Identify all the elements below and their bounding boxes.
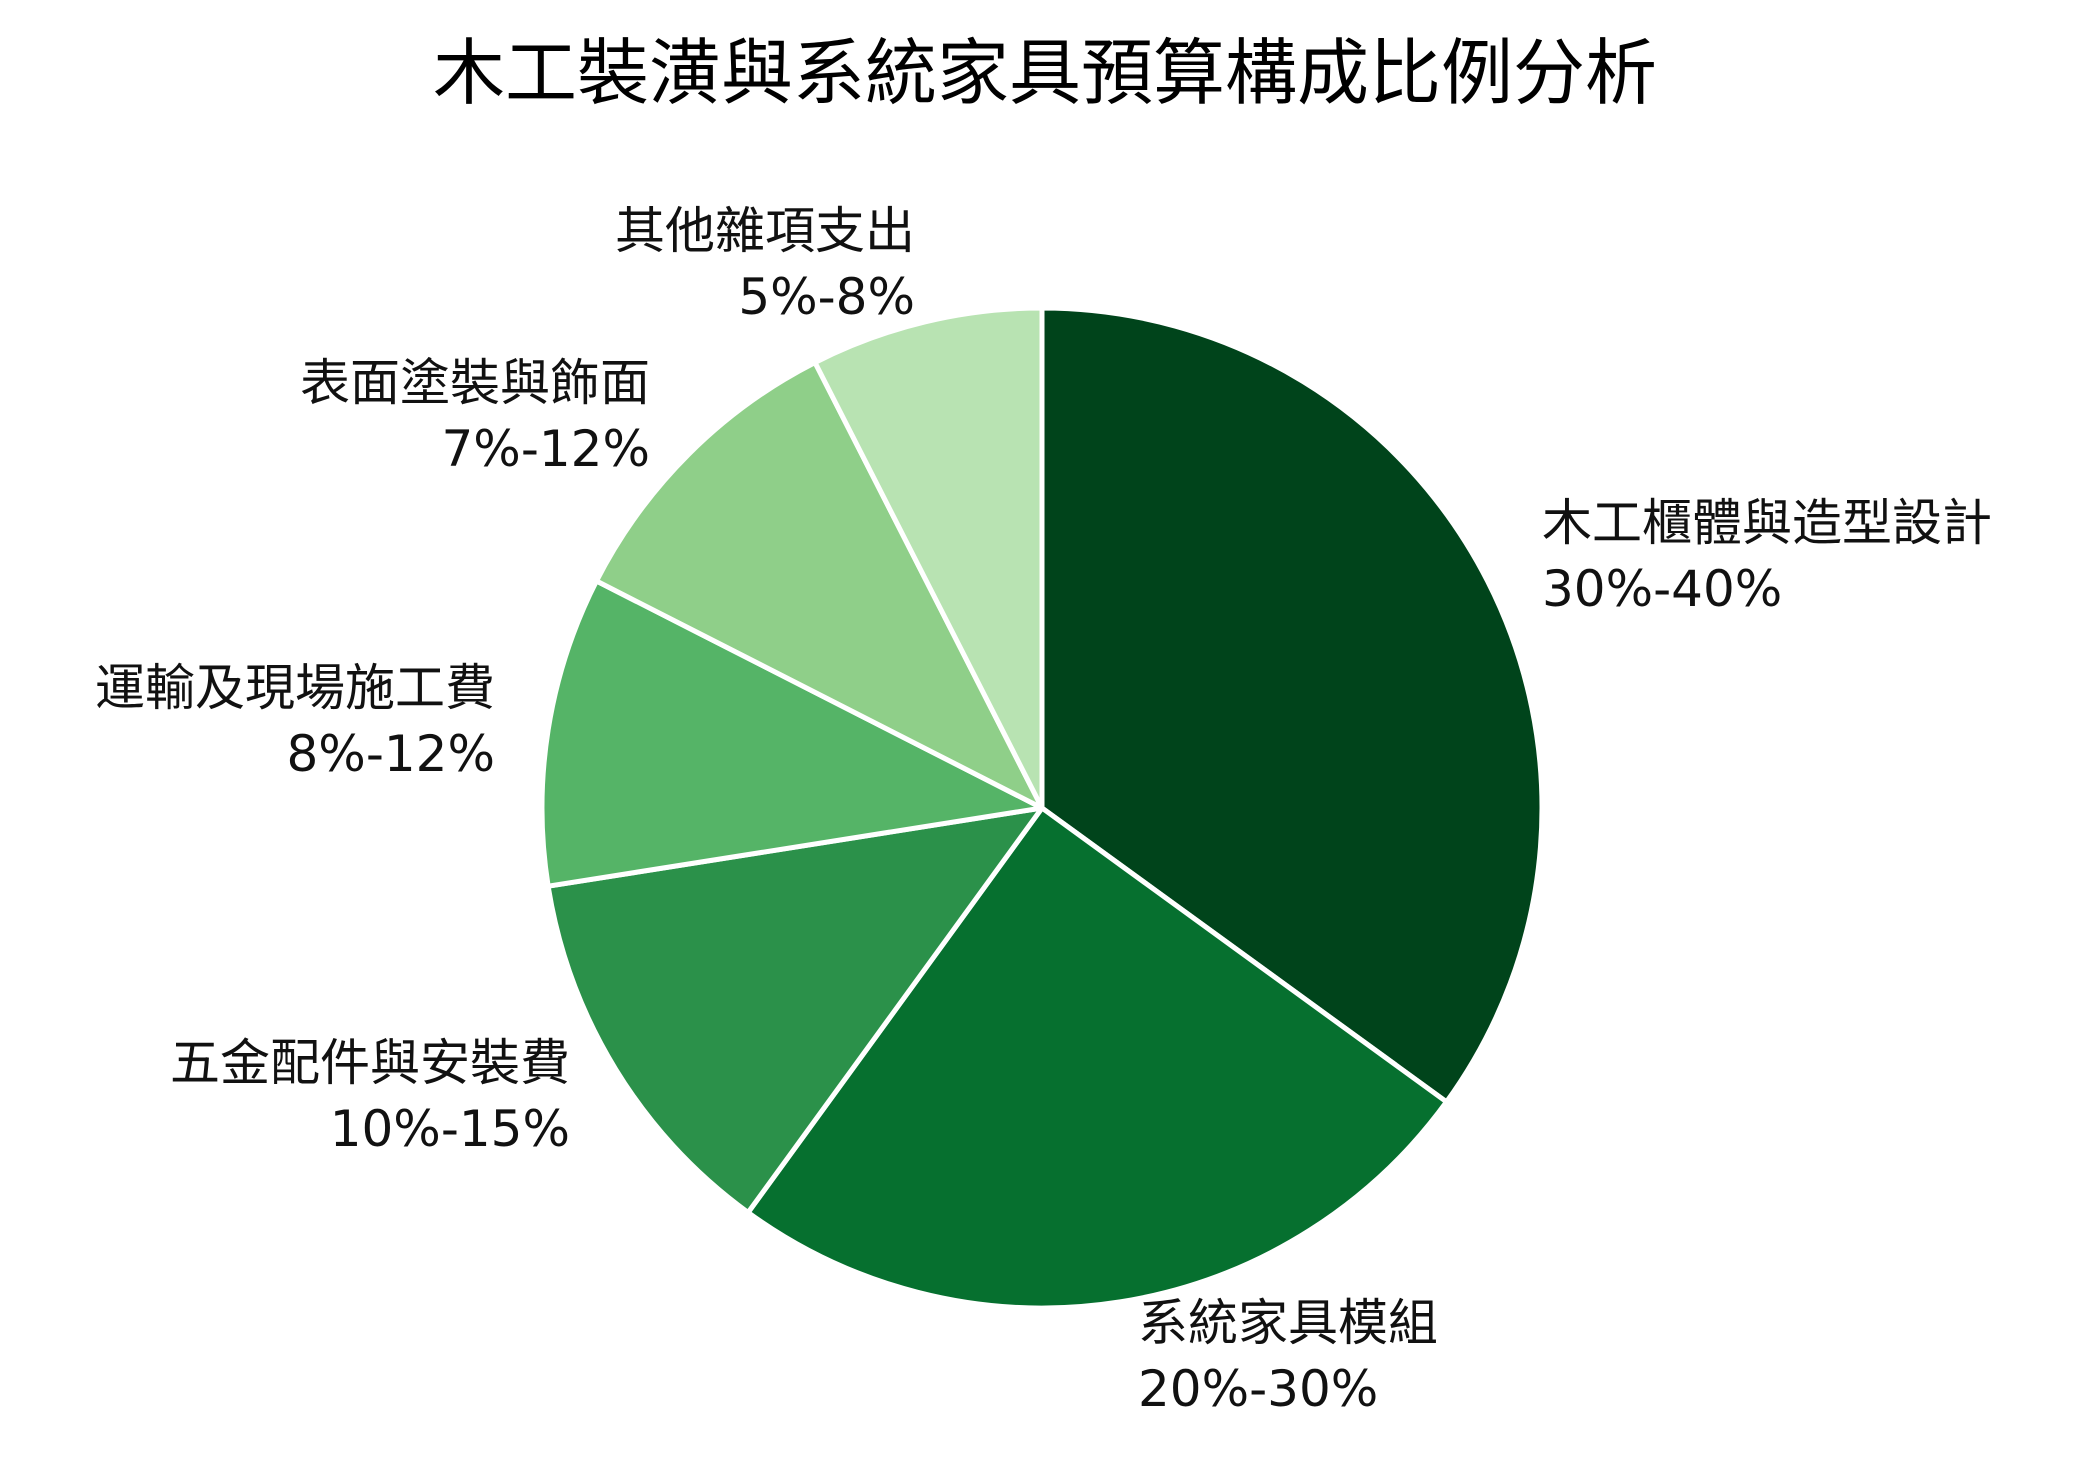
slice-label: 其他雜項支出	[615, 202, 915, 260]
pie-slice	[593, 359, 1045, 811]
slice-label: 木工櫃體與造型設計	[1542, 494, 1992, 552]
slice-range-label: 20%-30%	[1138, 1360, 1378, 1418]
pie-slice	[1039, 305, 1545, 1105]
chart-title: 木工裝潢與系統家具預算構成比例分析	[433, 31, 1657, 115]
pie-slice	[745, 805, 1450, 1311]
pie-slice	[539, 578, 1045, 889]
pie-slice	[545, 805, 1045, 1216]
pie-slice	[812, 305, 1045, 811]
slice-label: 運輸及現場施工費	[95, 659, 495, 717]
slice-range-label: 8%-12%	[287, 725, 496, 783]
slice-label: 系統家具模組	[1138, 1294, 1438, 1352]
slice-range-label: 7%-12%	[442, 420, 651, 478]
slice-label: 表面塗裝與飾面	[300, 354, 650, 412]
slice-range-label: 5%-8%	[738, 268, 915, 326]
slice-label: 五金配件與安裝費	[170, 1034, 570, 1092]
slice-range-label: 30%-40%	[1542, 560, 1782, 618]
pie-labels: 木工櫃體與造型設計 30%-40% 系統家具模組 20%-30% 五金配件與安裝費 10%…	[95, 202, 1992, 1418]
slice-range-label: 10%-15%	[330, 1100, 570, 1158]
pie-slices	[539, 305, 1545, 1311]
